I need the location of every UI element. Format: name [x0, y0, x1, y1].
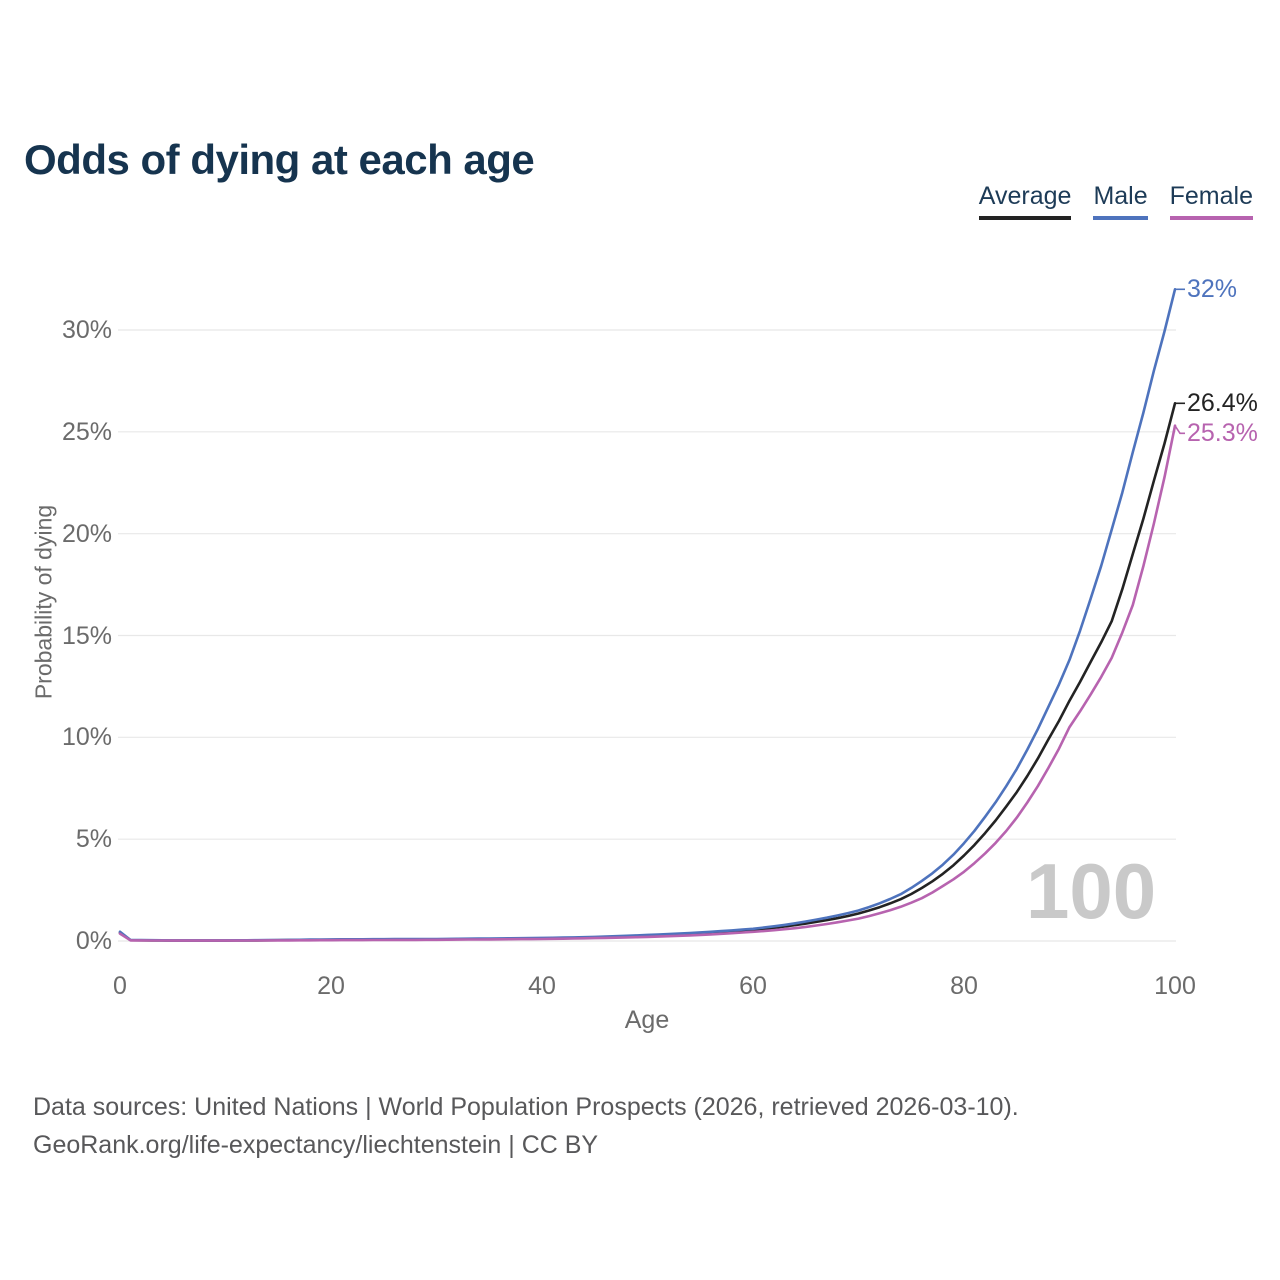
legend-item-male[interactable]: Male: [1093, 182, 1148, 220]
chart-watermark: 100: [1026, 847, 1157, 935]
data-sources-note: Data sources: United Nations | World Pop…: [33, 1088, 1019, 1164]
page-title: Odds of dying at each age: [24, 136, 535, 184]
data-sources-line1: Data sources: United Nations | World Pop…: [33, 1093, 1019, 1121]
legend-item-female[interactable]: Female: [1169, 182, 1253, 220]
legend-item-average[interactable]: Average: [978, 182, 1072, 220]
data-sources-line2: GeoRank.org/life-expectancy/liechtenstei…: [33, 1131, 599, 1159]
chart-legend: Average Male Female: [978, 182, 1253, 220]
